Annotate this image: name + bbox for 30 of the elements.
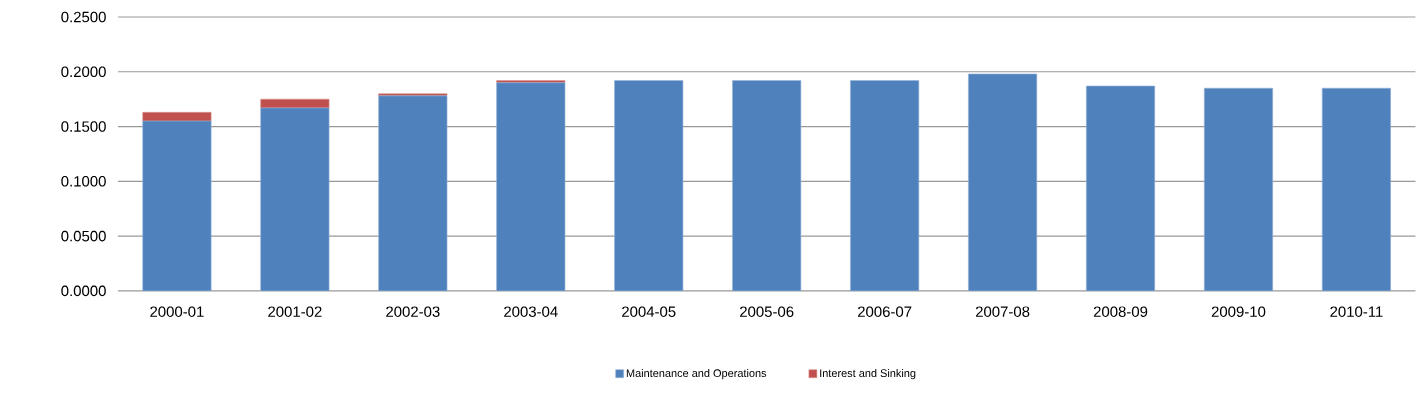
bar bbox=[1321, 87, 1391, 291]
bar bbox=[378, 95, 448, 291]
x-tick-label: 2005-06 bbox=[740, 306, 794, 318]
y-tick-label: 0.0000 bbox=[61, 285, 106, 297]
x-tick-label: 2001-02 bbox=[268, 306, 322, 318]
y-tick-label: 0.2500 bbox=[61, 11, 106, 23]
bar bbox=[1203, 87, 1273, 291]
legend-label: Maintenance and Operations bbox=[626, 369, 767, 380]
bar bbox=[732, 80, 802, 291]
y-tick-label: 0.0500 bbox=[61, 230, 106, 242]
bar bbox=[850, 80, 920, 291]
x-tick-label: 2006-07 bbox=[857, 306, 912, 318]
bar bbox=[614, 80, 684, 291]
bar bbox=[968, 73, 1038, 291]
x-tick-label: 2008-09 bbox=[1093, 306, 1148, 318]
x-tick-label: 2000-01 bbox=[150, 306, 204, 318]
x-tick-label: 2004-05 bbox=[622, 306, 676, 318]
bar bbox=[260, 107, 330, 291]
x-tick-label: 2007-08 bbox=[975, 306, 1030, 318]
y-tick-label: 0.1000 bbox=[61, 176, 106, 187]
bar bbox=[1086, 85, 1156, 291]
bar bbox=[142, 120, 212, 291]
bar bbox=[496, 82, 566, 291]
y-tick-label: 0.1500 bbox=[61, 121, 106, 132]
x-tick-label: 2010-11 bbox=[1330, 306, 1383, 318]
x-tick-label: 2009-10 bbox=[1211, 306, 1266, 318]
y-tick-label: 0.2000 bbox=[61, 66, 106, 78]
x-tick-label: 2003-04 bbox=[504, 306, 558, 318]
x-tick-label: 2002-03 bbox=[386, 306, 440, 318]
legend-label: Interest and Sinking bbox=[820, 369, 916, 380]
